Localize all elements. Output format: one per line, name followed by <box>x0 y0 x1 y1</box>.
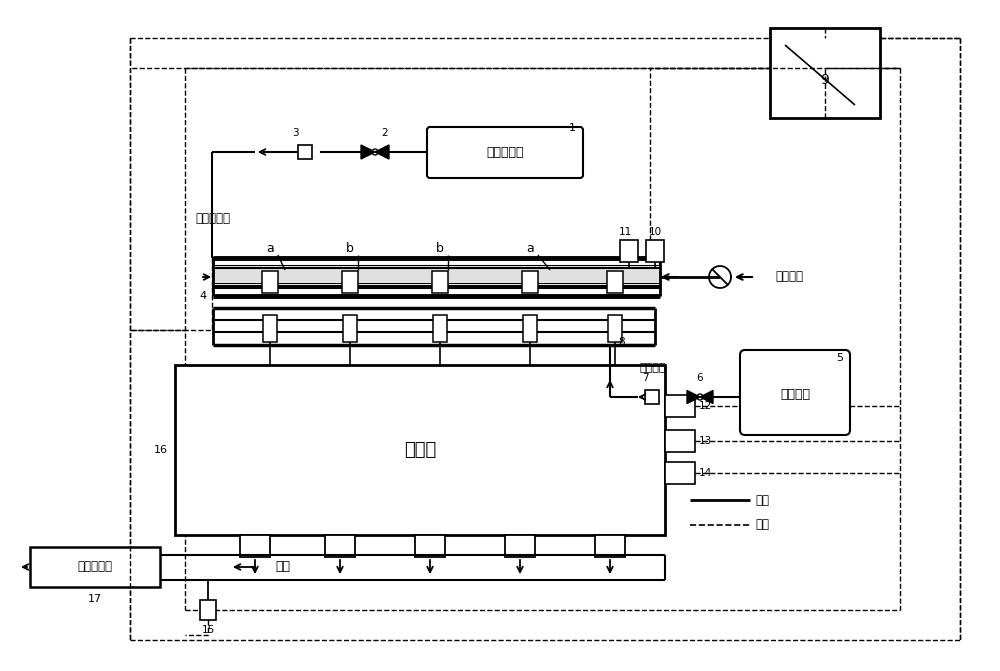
Text: 三元催化器: 三元催化器 <box>78 560 112 574</box>
Text: 4: 4 <box>199 291 207 301</box>
Bar <box>175 365 665 535</box>
Text: 排气: 排气 <box>275 560 290 574</box>
Bar <box>325 535 355 557</box>
Bar <box>607 271 623 293</box>
Text: 17: 17 <box>88 594 102 604</box>
Text: b: b <box>346 242 354 254</box>
Text: 电路: 电路 <box>755 519 769 531</box>
Text: 8: 8 <box>618 337 625 347</box>
Text: 2: 2 <box>382 128 388 138</box>
Bar <box>770 28 880 118</box>
Bar <box>262 271 278 293</box>
Bar <box>415 535 445 557</box>
Text: 低压天然气: 低压天然气 <box>195 211 230 225</box>
Bar <box>608 315 622 342</box>
Bar <box>263 315 277 342</box>
Text: 15: 15 <box>201 625 215 635</box>
Bar <box>665 462 695 484</box>
Polygon shape <box>361 145 375 159</box>
Text: 11: 11 <box>618 227 632 237</box>
Bar <box>298 145 312 159</box>
Bar <box>522 271 538 293</box>
Bar <box>433 315 447 342</box>
Polygon shape <box>375 145 389 159</box>
Text: 高压氢气: 高压氢气 <box>780 389 810 401</box>
FancyBboxPatch shape <box>427 127 583 178</box>
Bar <box>343 315 357 342</box>
Text: 16: 16 <box>154 445 168 455</box>
Text: 9: 9 <box>821 73 829 87</box>
Bar <box>645 390 659 404</box>
Text: 管路: 管路 <box>755 493 769 507</box>
Bar <box>595 535 625 557</box>
Bar <box>342 271 358 293</box>
Polygon shape <box>700 391 713 403</box>
Text: 14: 14 <box>699 468 712 478</box>
Bar <box>620 240 638 262</box>
Bar <box>200 600 216 620</box>
Bar <box>432 271 448 293</box>
Bar <box>213 258 660 266</box>
Text: 10: 10 <box>648 227 662 237</box>
Bar <box>213 266 660 283</box>
Text: 发动机: 发动机 <box>404 441 436 459</box>
Bar <box>665 430 695 452</box>
Text: 低压氢气: 低压氢气 <box>640 363 666 373</box>
Text: 6: 6 <box>697 373 703 383</box>
Text: 13: 13 <box>699 436 712 446</box>
Bar <box>505 535 535 557</box>
Bar <box>646 240 664 262</box>
FancyBboxPatch shape <box>740 350 850 435</box>
Bar <box>240 535 270 557</box>
Text: a: a <box>526 242 534 254</box>
Bar <box>523 315 537 342</box>
Bar <box>213 283 660 288</box>
Text: 12: 12 <box>699 401 712 411</box>
Text: 1: 1 <box>568 123 576 133</box>
Bar <box>665 395 695 417</box>
Text: 5: 5 <box>836 353 844 363</box>
Text: 7: 7 <box>642 373 648 383</box>
Polygon shape <box>687 391 700 403</box>
Text: b: b <box>436 242 444 254</box>
Bar <box>30 547 160 587</box>
Text: 3: 3 <box>292 128 298 138</box>
Text: 新鲜空气: 新鲜空气 <box>775 270 803 284</box>
Text: 高压天然气: 高压天然气 <box>486 146 524 158</box>
Text: a: a <box>266 242 274 254</box>
